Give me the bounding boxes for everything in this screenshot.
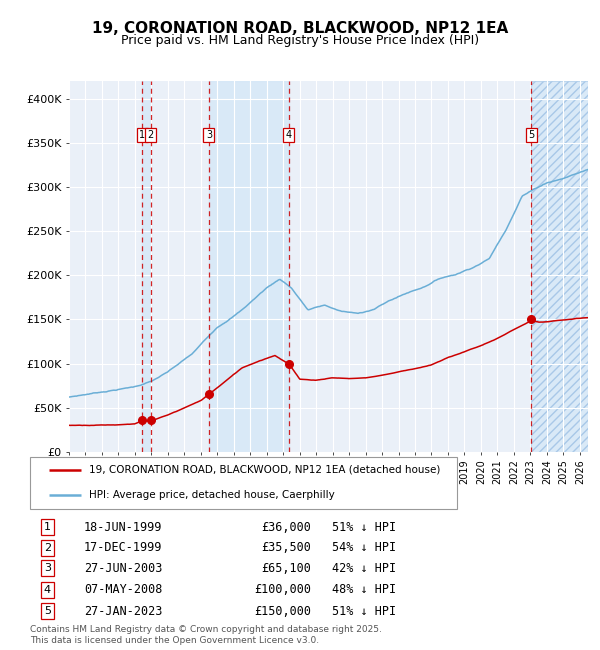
Text: £35,500: £35,500 bbox=[261, 541, 311, 554]
FancyBboxPatch shape bbox=[30, 457, 457, 508]
Text: 27-JAN-2023: 27-JAN-2023 bbox=[84, 604, 163, 617]
Text: 2: 2 bbox=[44, 543, 51, 552]
Text: 54% ↓ HPI: 54% ↓ HPI bbox=[332, 541, 397, 554]
Text: 5: 5 bbox=[529, 130, 535, 140]
Text: 5: 5 bbox=[44, 606, 51, 616]
Text: 4: 4 bbox=[44, 585, 51, 595]
Text: 19, CORONATION ROAD, BLACKWOOD, NP12 1EA: 19, CORONATION ROAD, BLACKWOOD, NP12 1EA bbox=[92, 21, 508, 36]
Text: 07-MAY-2008: 07-MAY-2008 bbox=[84, 583, 163, 596]
Bar bbox=[142, 81, 151, 452]
Text: 51% ↓ HPI: 51% ↓ HPI bbox=[332, 604, 397, 617]
Text: 18-JUN-1999: 18-JUN-1999 bbox=[84, 521, 163, 534]
Text: Price paid vs. HM Land Registry's House Price Index (HPI): Price paid vs. HM Land Registry's House … bbox=[121, 34, 479, 47]
Text: 27-JUN-2003: 27-JUN-2003 bbox=[84, 562, 163, 575]
Text: 19, CORONATION ROAD, BLACKWOOD, NP12 1EA (detached house): 19, CORONATION ROAD, BLACKWOOD, NP12 1EA… bbox=[89, 465, 441, 475]
Bar bbox=[209, 81, 289, 452]
Text: £150,000: £150,000 bbox=[254, 604, 311, 617]
Bar bbox=[532, 81, 588, 452]
Text: Contains HM Land Registry data © Crown copyright and database right 2025.
This d: Contains HM Land Registry data © Crown c… bbox=[30, 625, 382, 645]
Text: HPI: Average price, detached house, Caerphilly: HPI: Average price, detached house, Caer… bbox=[89, 490, 335, 501]
Text: 4: 4 bbox=[286, 130, 292, 140]
Text: 1: 1 bbox=[44, 522, 51, 532]
Text: 51% ↓ HPI: 51% ↓ HPI bbox=[332, 521, 397, 534]
Text: 48% ↓ HPI: 48% ↓ HPI bbox=[332, 583, 397, 596]
Text: 1: 1 bbox=[139, 130, 146, 140]
Text: 17-DEC-1999: 17-DEC-1999 bbox=[84, 541, 163, 554]
Text: £100,000: £100,000 bbox=[254, 583, 311, 596]
Bar bbox=[532, 81, 588, 452]
Text: 3: 3 bbox=[206, 130, 212, 140]
Text: £65,100: £65,100 bbox=[261, 562, 311, 575]
Text: 42% ↓ HPI: 42% ↓ HPI bbox=[332, 562, 397, 575]
Text: £36,000: £36,000 bbox=[261, 521, 311, 534]
Text: 2: 2 bbox=[148, 130, 154, 140]
Text: 3: 3 bbox=[44, 563, 51, 573]
